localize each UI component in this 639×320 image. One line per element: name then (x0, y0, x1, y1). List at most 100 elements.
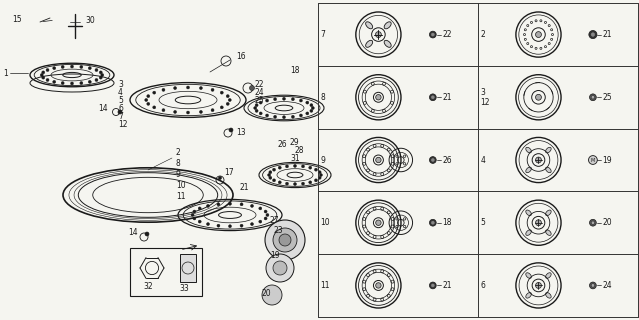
Text: 5: 5 (481, 218, 486, 227)
Circle shape (376, 283, 381, 288)
Circle shape (193, 210, 196, 213)
Circle shape (174, 110, 176, 113)
Ellipse shape (366, 22, 373, 29)
Circle shape (229, 202, 231, 205)
Ellipse shape (546, 210, 551, 216)
Circle shape (61, 82, 64, 84)
Circle shape (226, 95, 229, 98)
Circle shape (591, 96, 595, 99)
Circle shape (153, 106, 156, 109)
Circle shape (300, 99, 302, 102)
Text: 6: 6 (118, 103, 123, 113)
Circle shape (46, 78, 49, 82)
Text: 18: 18 (442, 218, 452, 227)
Text: 9: 9 (321, 156, 325, 164)
Circle shape (282, 116, 286, 119)
Circle shape (206, 223, 210, 226)
Circle shape (42, 76, 45, 79)
Circle shape (266, 114, 268, 117)
Circle shape (293, 183, 296, 186)
Text: 12: 12 (118, 119, 128, 129)
Text: 14: 14 (128, 228, 137, 236)
Circle shape (272, 168, 275, 171)
Text: 33: 33 (179, 284, 189, 293)
Circle shape (278, 166, 281, 169)
Circle shape (70, 82, 73, 85)
Text: 19: 19 (270, 252, 280, 260)
Circle shape (429, 156, 436, 164)
Circle shape (228, 99, 231, 101)
Text: 28: 28 (295, 146, 305, 155)
Text: 9: 9 (176, 170, 181, 179)
Circle shape (259, 220, 262, 223)
Circle shape (40, 74, 43, 76)
Circle shape (429, 31, 436, 38)
Text: 16: 16 (236, 52, 245, 60)
Text: 26: 26 (278, 140, 288, 148)
Circle shape (255, 109, 258, 112)
Circle shape (259, 207, 262, 210)
Ellipse shape (526, 292, 532, 298)
Circle shape (254, 107, 257, 109)
Text: 21: 21 (442, 93, 452, 102)
Circle shape (88, 80, 91, 83)
Circle shape (431, 158, 435, 162)
Circle shape (53, 67, 56, 70)
Circle shape (80, 66, 83, 68)
Text: 5: 5 (118, 95, 123, 105)
Circle shape (306, 101, 309, 104)
Circle shape (302, 182, 305, 185)
Circle shape (431, 221, 435, 224)
Ellipse shape (384, 40, 391, 47)
Circle shape (249, 85, 254, 91)
Circle shape (376, 95, 381, 100)
Circle shape (46, 68, 49, 72)
Circle shape (61, 66, 64, 68)
Circle shape (162, 88, 165, 92)
Circle shape (220, 106, 223, 109)
Circle shape (198, 220, 201, 223)
Circle shape (95, 78, 98, 82)
Circle shape (240, 203, 243, 206)
Circle shape (302, 165, 305, 168)
Ellipse shape (546, 230, 551, 236)
Circle shape (266, 254, 294, 282)
Circle shape (268, 173, 270, 177)
Text: 6: 6 (481, 281, 486, 290)
Text: 20: 20 (603, 218, 612, 227)
Text: 29: 29 (290, 138, 300, 147)
Ellipse shape (546, 292, 551, 298)
Circle shape (226, 102, 229, 105)
Circle shape (53, 80, 56, 83)
Circle shape (229, 128, 233, 132)
Circle shape (273, 228, 297, 252)
Text: 17: 17 (224, 167, 234, 177)
Circle shape (147, 95, 150, 98)
Circle shape (219, 177, 222, 180)
Circle shape (376, 220, 381, 225)
Text: 2: 2 (176, 148, 181, 156)
Text: 31: 31 (290, 154, 300, 163)
Circle shape (589, 156, 597, 164)
Text: 11: 11 (321, 281, 330, 290)
Circle shape (198, 207, 201, 210)
Circle shape (273, 115, 277, 118)
Text: 1: 1 (3, 68, 8, 77)
Text: 8: 8 (321, 93, 325, 102)
Circle shape (153, 91, 156, 94)
Circle shape (279, 234, 291, 246)
Text: 25: 25 (603, 93, 612, 102)
Text: 2: 2 (481, 30, 486, 39)
Text: 4: 4 (481, 156, 486, 164)
Text: 20: 20 (262, 289, 272, 298)
Ellipse shape (526, 210, 532, 216)
Circle shape (314, 168, 318, 171)
Circle shape (101, 74, 104, 76)
Circle shape (591, 221, 595, 224)
Circle shape (229, 225, 231, 228)
Circle shape (535, 283, 541, 288)
Text: M: M (591, 157, 595, 163)
Circle shape (217, 224, 220, 227)
Circle shape (431, 33, 435, 36)
Text: 3
12: 3 12 (481, 88, 490, 107)
